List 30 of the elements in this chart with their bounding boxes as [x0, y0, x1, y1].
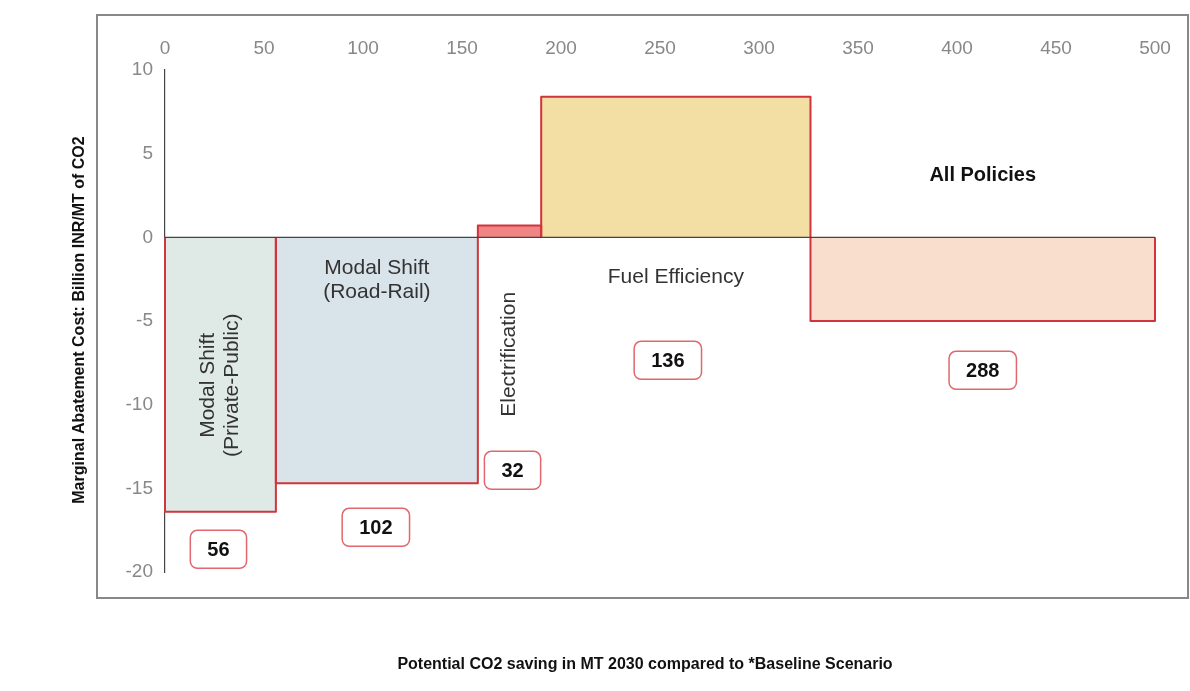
x-tick-label: 150: [446, 36, 478, 58]
x-tick-label: 250: [644, 36, 676, 58]
annotation: Modal Shift (Road-Rail): [323, 255, 431, 303]
x-tick-label: 350: [842, 36, 874, 58]
x-axis-title: Potential CO2 saving in MT 2030 compared to *Baseline Scenario: [397, 655, 893, 673]
y-axis-title: Marginal Abatement Cost: Billion INR/MT of CO2: [70, 136, 88, 504]
annotation: 56: [207, 537, 230, 560]
annotation: 102: [359, 515, 393, 538]
x-tick-label: 200: [545, 36, 577, 58]
x-tick-label: 100: [347, 36, 379, 58]
x-tick-label: 0: [159, 36, 171, 58]
y-tick-label: 5: [142, 141, 153, 163]
y-tick-label: -5: [136, 309, 153, 331]
y-tick-label: -10: [125, 392, 153, 414]
x-tick-label: 450: [1040, 36, 1072, 58]
x-tick-label: 400: [941, 36, 973, 58]
annotation: 32: [501, 458, 524, 481]
annotation: Fuel Efficiency: [607, 264, 745, 288]
x-tick-label: 500: [1139, 36, 1171, 58]
annotation: All Policies: [929, 162, 1037, 185]
y-tick-label: 10: [131, 58, 153, 80]
annotation: Modal Shift (Private-Public): [195, 313, 243, 458]
x-tick-label: 50: [253, 36, 275, 58]
annotation: 136: [651, 348, 685, 371]
y-tick-label: -15: [125, 476, 153, 498]
y-tick-label: 0: [142, 225, 153, 247]
x-tick-label: 300: [743, 36, 775, 58]
annotation: Electrification: [496, 291, 520, 417]
annotation: 288: [966, 358, 1000, 381]
y-tick-label: -20: [125, 560, 153, 582]
